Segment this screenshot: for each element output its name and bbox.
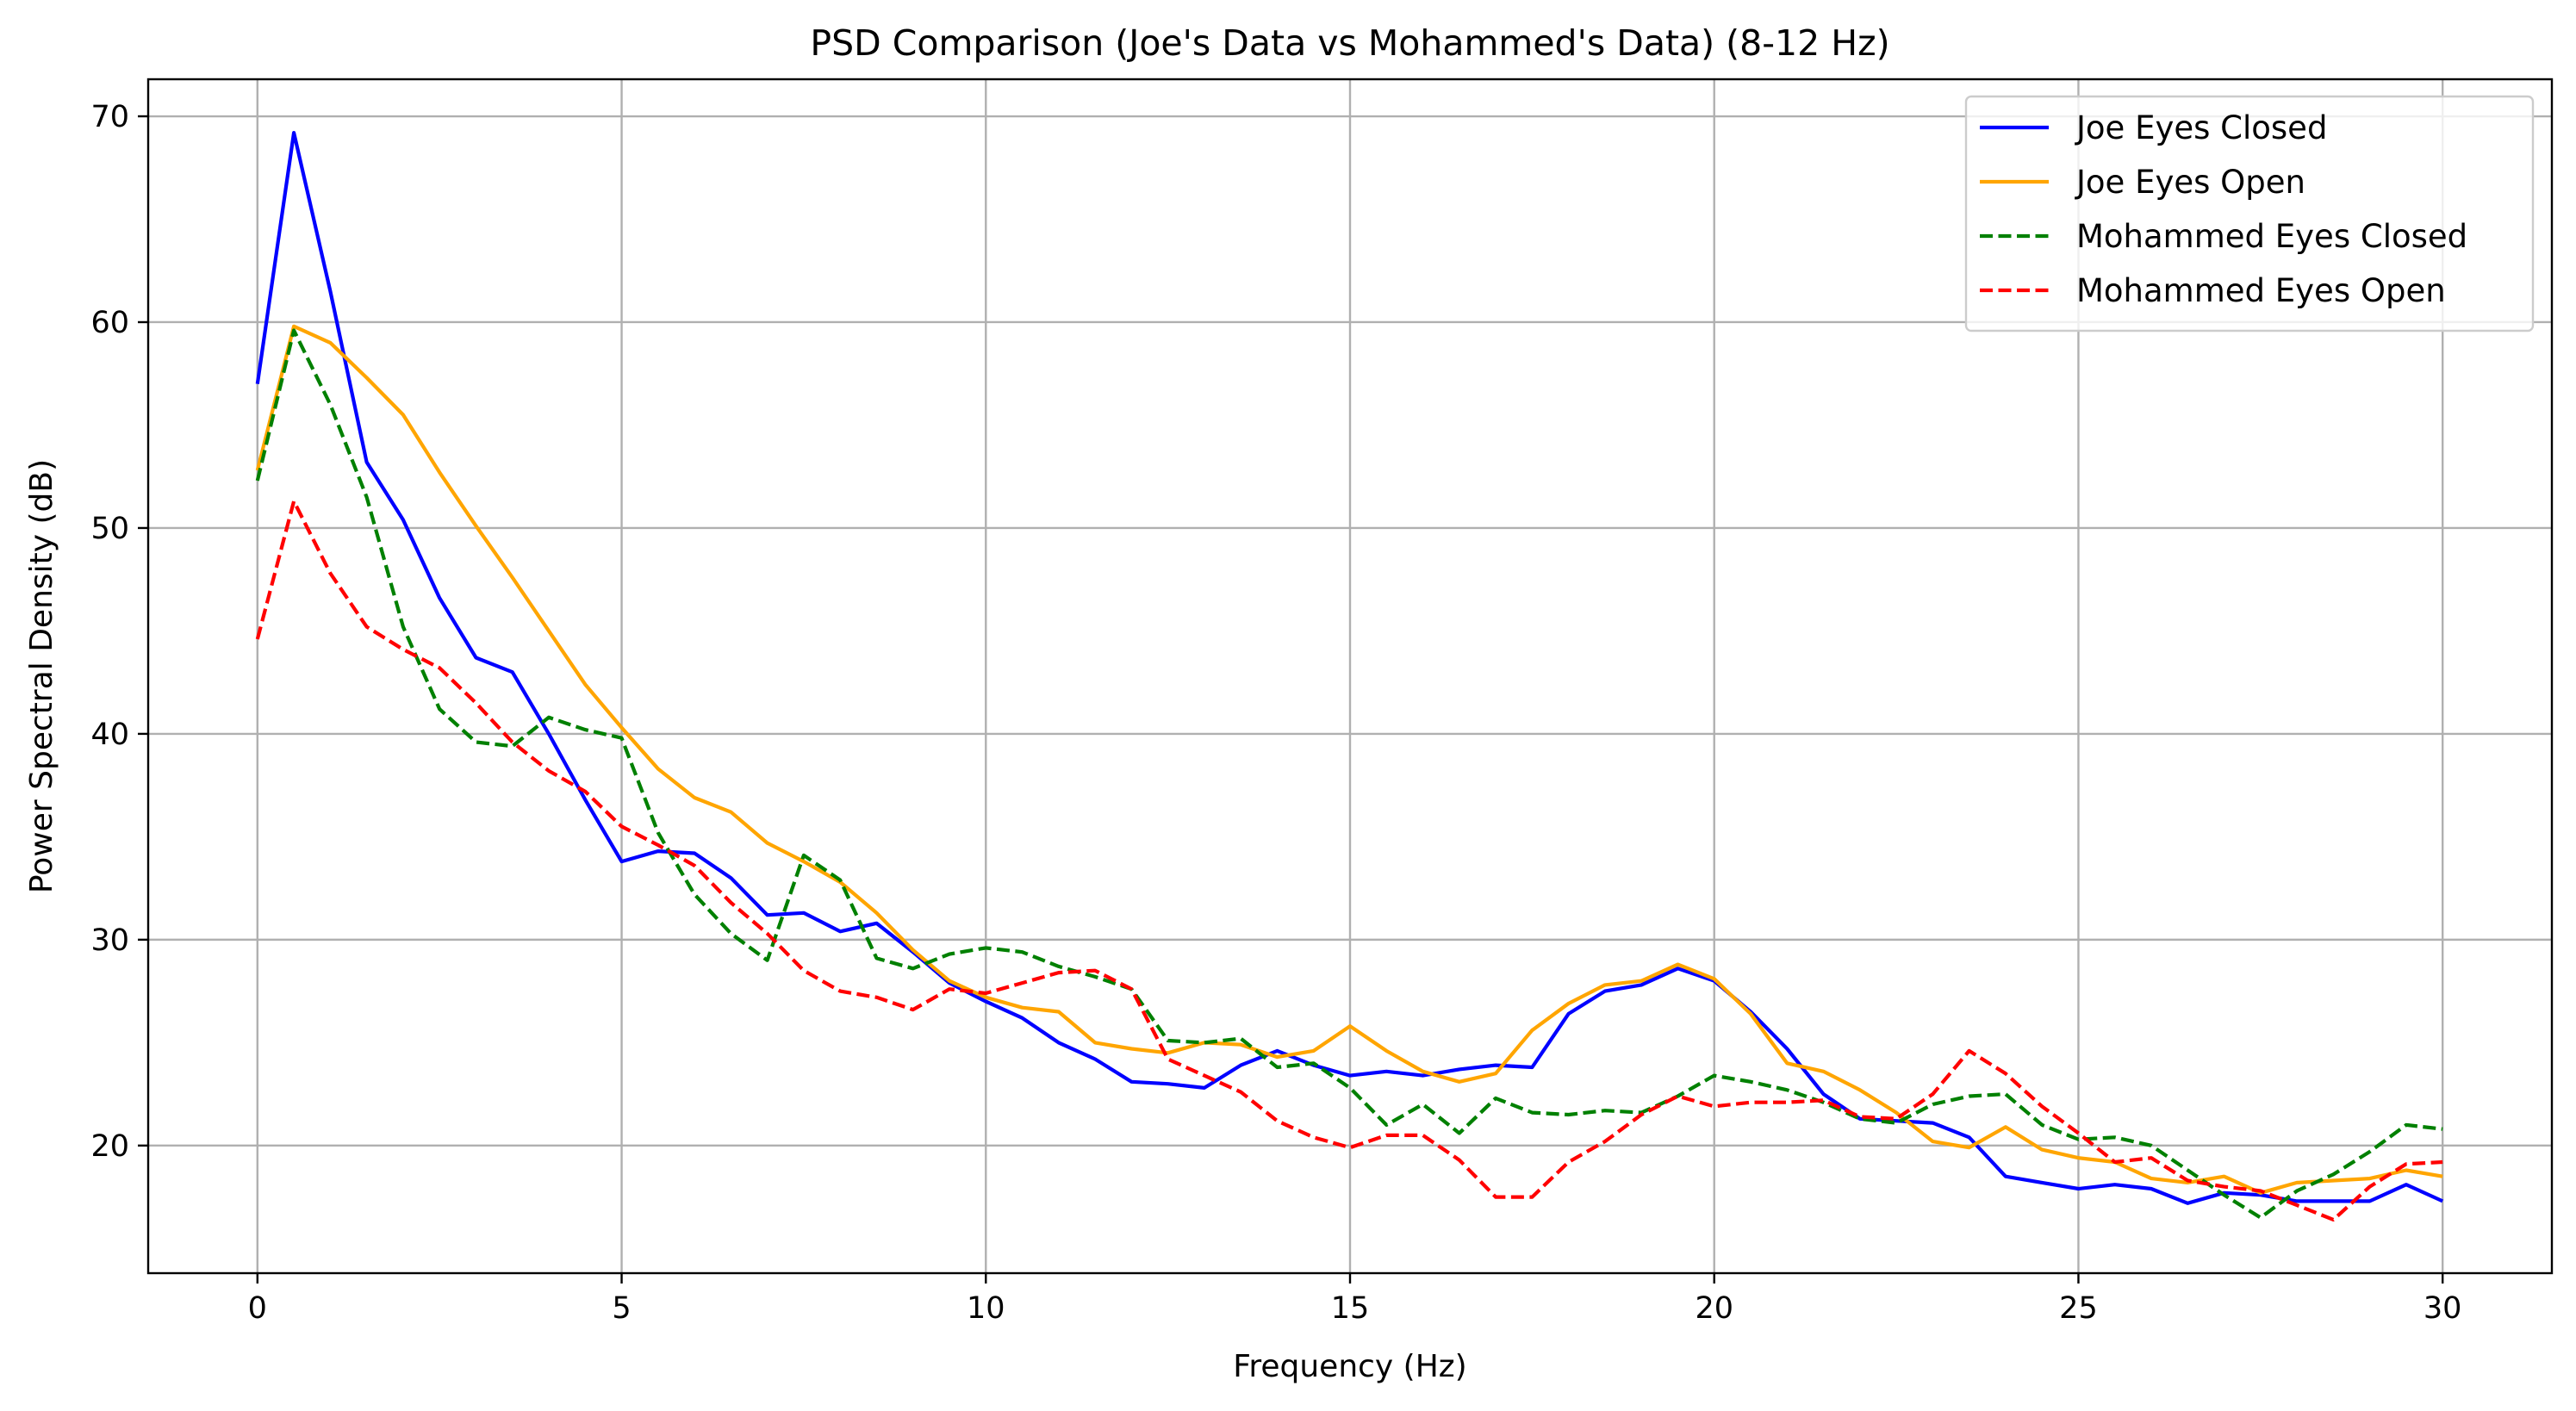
x-tick-label: 20 — [1695, 1291, 1733, 1326]
series-line-mohammed-eyes-open — [255, 499, 2443, 1222]
legend-label: Mohammed Eyes Closed — [2076, 218, 2467, 255]
series-line-joe-eyes-open — [255, 324, 2443, 1195]
x-axis-label: Frequency (Hz) — [1233, 1349, 1466, 1384]
x-tick-label: 30 — [2424, 1291, 2462, 1326]
chart-title: PSD Comparison (Joe's Data vs Mohammed's… — [810, 22, 1889, 64]
legend: Joe Eyes Closed Joe Eyes Open Mohammed Eye… — [1964, 95, 2535, 333]
x-tick-label: 10 — [967, 1291, 1005, 1326]
x-tick-label: 25 — [2059, 1291, 2098, 1326]
axis-ticks: 0 5 10 15 20 25 30 20 30 40 50 60 70 — [90, 100, 2461, 1326]
x-tick-label: 5 — [612, 1291, 631, 1326]
y-tick-label: 60 — [90, 306, 129, 340]
legend-label: Joe Eyes Closed — [2075, 109, 2327, 146]
y-tick-label: 20 — [90, 1129, 129, 1164]
y-axis-label: Power Spectral Density (dB) — [24, 459, 59, 893]
y-tick-label: 30 — [90, 923, 129, 958]
series-lines — [255, 131, 2444, 1222]
legend-label: Joe Eyes Open — [2075, 164, 2305, 201]
series-line-mohammed-eyes-closed — [255, 328, 2443, 1220]
legend-label: Mohammed Eyes Open — [2076, 272, 2446, 309]
x-tick-label: 0 — [248, 1291, 267, 1326]
series-line-joe-eyes-closed — [255, 131, 2444, 1205]
y-tick-label: 50 — [90, 512, 129, 546]
y-tick-label: 70 — [90, 100, 129, 134]
y-tick-label: 40 — [90, 718, 129, 752]
x-tick-label: 15 — [1331, 1291, 1370, 1326]
legend-box — [1964, 95, 2535, 333]
